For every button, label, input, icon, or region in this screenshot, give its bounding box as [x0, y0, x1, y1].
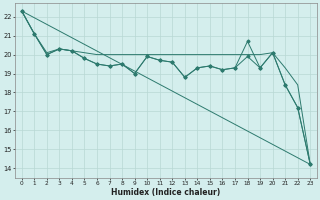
X-axis label: Humidex (Indice chaleur): Humidex (Indice chaleur)	[111, 188, 220, 197]
